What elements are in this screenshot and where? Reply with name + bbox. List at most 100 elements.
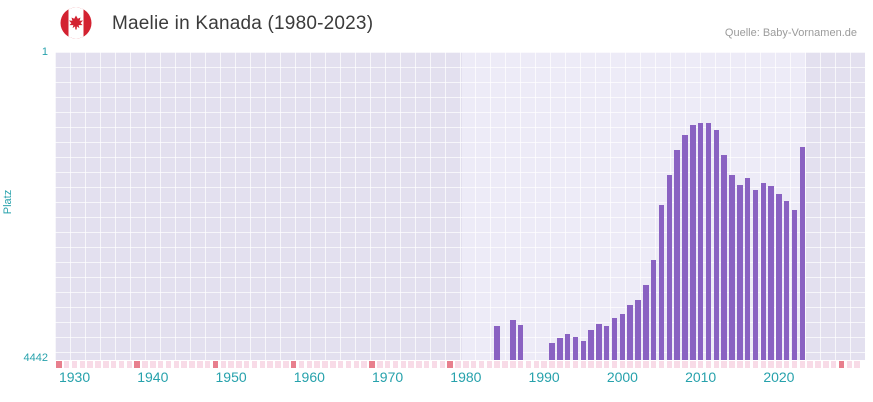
no-rank-marker [220, 361, 226, 368]
rank-bar-2019[interactable] [768, 185, 774, 360]
no-rank-marker [259, 361, 266, 368]
no-rank-marker [478, 361, 485, 368]
no-rank-marker [737, 361, 743, 368]
rank-bar-2005[interactable] [658, 205, 665, 360]
no-rank-marker [157, 361, 164, 368]
plot-area [55, 52, 865, 360]
no-rank-marker [142, 361, 148, 368]
no-rank-marker [768, 361, 774, 368]
no-rank-marker [173, 361, 180, 368]
rank-bar-1991[interactable] [549, 343, 555, 360]
no-rank-marker [697, 361, 704, 368]
rank-bar-2001[interactable] [627, 305, 633, 360]
no-rank-marker [79, 361, 86, 368]
rank-bar-2017[interactable] [752, 189, 759, 360]
rank-bar-2008[interactable] [682, 135, 688, 360]
rank-bar-2003[interactable] [643, 284, 649, 360]
no-rank-marker [611, 361, 618, 368]
rank-bar-1984[interactable] [494, 325, 500, 360]
no-rank-marker [377, 361, 383, 368]
rank-bar-1986[interactable] [510, 319, 516, 360]
x-tick-1990: 1990 [528, 369, 560, 385]
no-rank-marker [744, 361, 751, 368]
y-axis-label: Platz [2, 189, 14, 215]
rank-bar-1997[interactable] [596, 323, 602, 360]
rank-bar-2011[interactable] [705, 122, 712, 360]
no-rank-marker [118, 361, 125, 368]
rank-bar-2013[interactable] [721, 155, 727, 360]
rank-bar-2018[interactable] [760, 183, 766, 360]
rank-bar-2002[interactable] [635, 300, 641, 360]
no-rank-marker [251, 361, 258, 368]
rank-bar-1995[interactable] [580, 341, 586, 360]
source-credit: Quelle: Baby-Vornamen.de [724, 27, 857, 39]
rank-bar-2020[interactable] [776, 194, 782, 360]
x-tick-1980: 1980 [450, 369, 482, 385]
no-rank-marker [658, 361, 665, 368]
no-rank-marker [337, 361, 344, 368]
x-tick-1970: 1970 [372, 369, 404, 385]
rank-bar-2007[interactable] [674, 149, 680, 360]
x-tick-1930: 1930 [58, 369, 91, 385]
rank-bar-1994[interactable] [572, 336, 579, 360]
rank-bar-2021[interactable] [784, 201, 790, 360]
no-rank-marker [846, 361, 853, 368]
rank-bar-2023[interactable] [799, 146, 806, 360]
rank-bar-2022[interactable] [791, 210, 798, 360]
rank-bar-2009[interactable] [690, 124, 696, 360]
rank-bar-2014[interactable] [729, 174, 735, 360]
no-rank-marker [470, 361, 477, 368]
no-rank-marker [353, 361, 360, 368]
rank-bar-2015[interactable] [737, 185, 743, 360]
no-rank-marker [619, 361, 626, 368]
rank-bar-1993[interactable] [564, 333, 571, 360]
no-rank-marker [682, 361, 688, 368]
no-rank-marker [627, 361, 633, 368]
rank-bar-1996[interactable] [588, 330, 594, 360]
no-rank-accent-marker [447, 361, 453, 368]
no-rank-marker [95, 361, 101, 368]
no-rank-marker [330, 361, 336, 368]
no-rank-marker [314, 361, 320, 368]
no-rank-marker [306, 361, 313, 368]
no-rank-marker [823, 361, 829, 368]
no-rank-marker [776, 361, 782, 368]
rank-bar-2010[interactable] [697, 122, 704, 360]
no-rank-marker [643, 361, 649, 368]
no-rank-marker [799, 361, 806, 368]
no-rank-marker [228, 361, 234, 368]
rank-bar-2016[interactable] [744, 178, 751, 360]
no-rank-marker [666, 361, 673, 368]
no-rank-marker [494, 361, 500, 368]
rank-bar-2012[interactable] [713, 130, 720, 360]
rank-bar-1999[interactable] [611, 318, 618, 360]
no-rank-marker [564, 361, 571, 368]
no-rank-marker [650, 361, 657, 368]
no-rank-accent-marker [838, 361, 845, 368]
rank-bar-1987[interactable] [517, 325, 524, 360]
no-rank-marker [517, 361, 524, 368]
canada-flag-icon [60, 7, 92, 39]
no-rank-accent-marker [134, 361, 140, 368]
no-rank-marker [525, 361, 532, 368]
no-rank-marker [502, 361, 508, 368]
x-tick-2000: 2000 [606, 369, 638, 385]
y-tick-top: 1 [41, 46, 48, 58]
rank-bar-1992[interactable] [557, 337, 563, 360]
rank-bar-2006[interactable] [666, 174, 673, 360]
no-rank-marker [674, 361, 680, 368]
x-tick-2020: 2020 [763, 369, 795, 385]
rank-bar-2004[interactable] [650, 260, 657, 360]
x-tick-2010: 2010 [685, 369, 717, 385]
no-rank-marker [729, 361, 735, 368]
no-rank-marker [807, 361, 813, 368]
x-tick-1940: 1940 [137, 369, 169, 385]
no-rank-marker [760, 361, 766, 368]
no-rank-marker [283, 361, 289, 368]
no-rank-marker [267, 361, 273, 368]
rank-bar-1998[interactable] [604, 325, 610, 360]
no-rank-marker [604, 361, 610, 368]
no-rank-marker [392, 361, 399, 368]
rank-bar-2000[interactable] [619, 314, 626, 360]
